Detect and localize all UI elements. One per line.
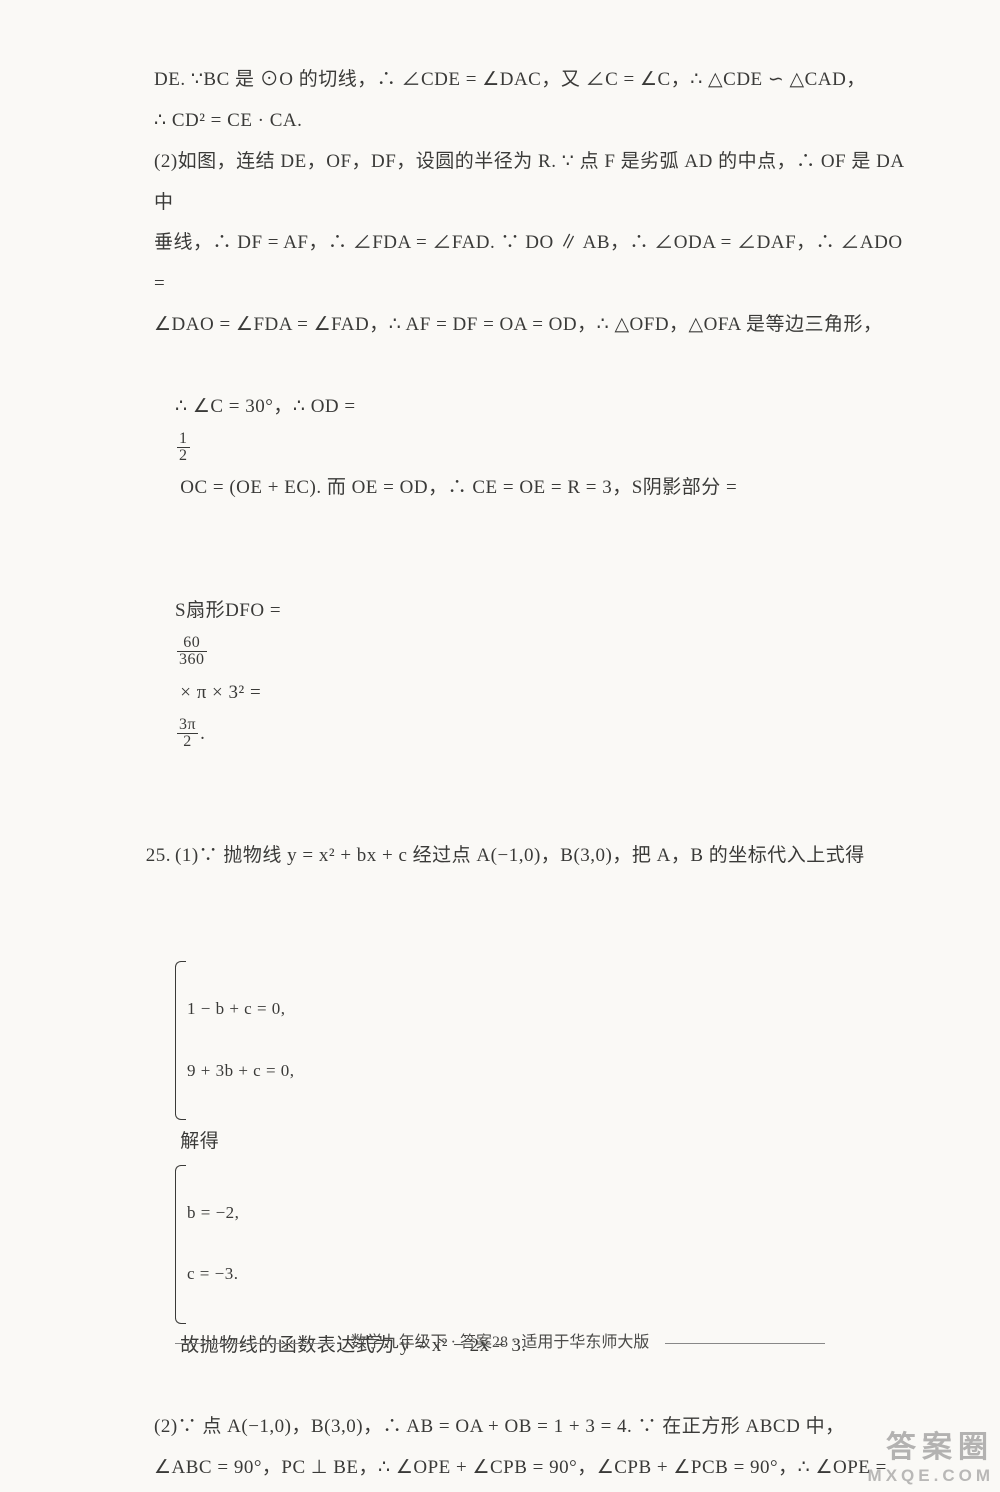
q25-line: (2)∵ 点 A(−1,0)，B(3,0)，∴ AB = OA + OB = 1… bbox=[110, 1407, 910, 1448]
page-footer: 数学九年级下 · 答案28 · 适用于华东师大版 bbox=[0, 1328, 1000, 1352]
text: ∴ ∠C = 30°，∴ OD = bbox=[175, 396, 361, 417]
brace-system: b = −2, c = −3. bbox=[175, 1163, 239, 1326]
footer-rule bbox=[175, 1343, 335, 1344]
q25-line: ∠ABC = 90°，PC ⊥ BE，∴ ∠OPE + ∠CPB = 90°，∠… bbox=[110, 1448, 910, 1489]
q24-line: S扇形DFO = 60360 × π × 3² = 3π2. bbox=[110, 550, 910, 795]
text: OC = (OE + EC). 而 OE = OD，∴ CE = OE = R … bbox=[175, 477, 737, 498]
question-number: 25. bbox=[131, 836, 171, 877]
q24-line: ∴ ∠C = 30°，∴ OD = 12 OC = (OE + EC). 而 O… bbox=[110, 346, 910, 550]
q24-line: 垂线，∴ DF = AF，∴ ∠FDA = ∠FAD. ∵ DO ∥ AB，∴ … bbox=[110, 223, 910, 305]
text: S扇形DFO = bbox=[175, 600, 286, 621]
text: (1)∵ 抛物线 y = x² + bx + c 经过点 A(−1,0)，B(3… bbox=[175, 845, 865, 866]
watermark-cn: 答案圈 bbox=[868, 1422, 994, 1466]
q25-line: 25.(1)∵ 抛物线 y = x² + bx + c 经过点 A(−1,0)，… bbox=[110, 795, 910, 918]
footer-text: 数学九年级下 · 答案28 · 适用于华东师大版 bbox=[351, 1334, 650, 1351]
q24-line: (2)如图，连结 DE，OF，DF，设圆的半径为 R. ∵ 点 F 是劣弧 AD… bbox=[110, 142, 910, 224]
q24-line: ∠DAO = ∠FDA = ∠FAD，∴ AF = DF = OA = OD，∴… bbox=[110, 305, 910, 346]
page: DE. ∵BC 是 ⊙O 的切线，∴ ∠CDE = ∠DAC，又 ∠C = ∠C… bbox=[0, 0, 1000, 1492]
fraction: 60360 bbox=[177, 635, 207, 668]
watermark: 答案圈 MXQE.COM bbox=[868, 1422, 994, 1486]
text: × π × 3² = bbox=[175, 682, 266, 703]
q24-line: ∴ CD² = CE · CA. bbox=[110, 101, 910, 142]
brace-system: 1 − b + c = 0, 9 + 3b + c = 0, bbox=[175, 959, 295, 1122]
text: 解得 bbox=[175, 1131, 219, 1152]
q24-line: DE. ∵BC 是 ⊙O 的切线，∴ ∠CDE = ∠DAC，又 ∠C = ∠C… bbox=[110, 60, 910, 101]
fraction-half: 12 bbox=[177, 431, 190, 464]
watermark-en: MXQE.COM bbox=[868, 1466, 994, 1486]
footer-rule bbox=[665, 1343, 825, 1344]
fraction: 3π2 bbox=[177, 717, 198, 750]
